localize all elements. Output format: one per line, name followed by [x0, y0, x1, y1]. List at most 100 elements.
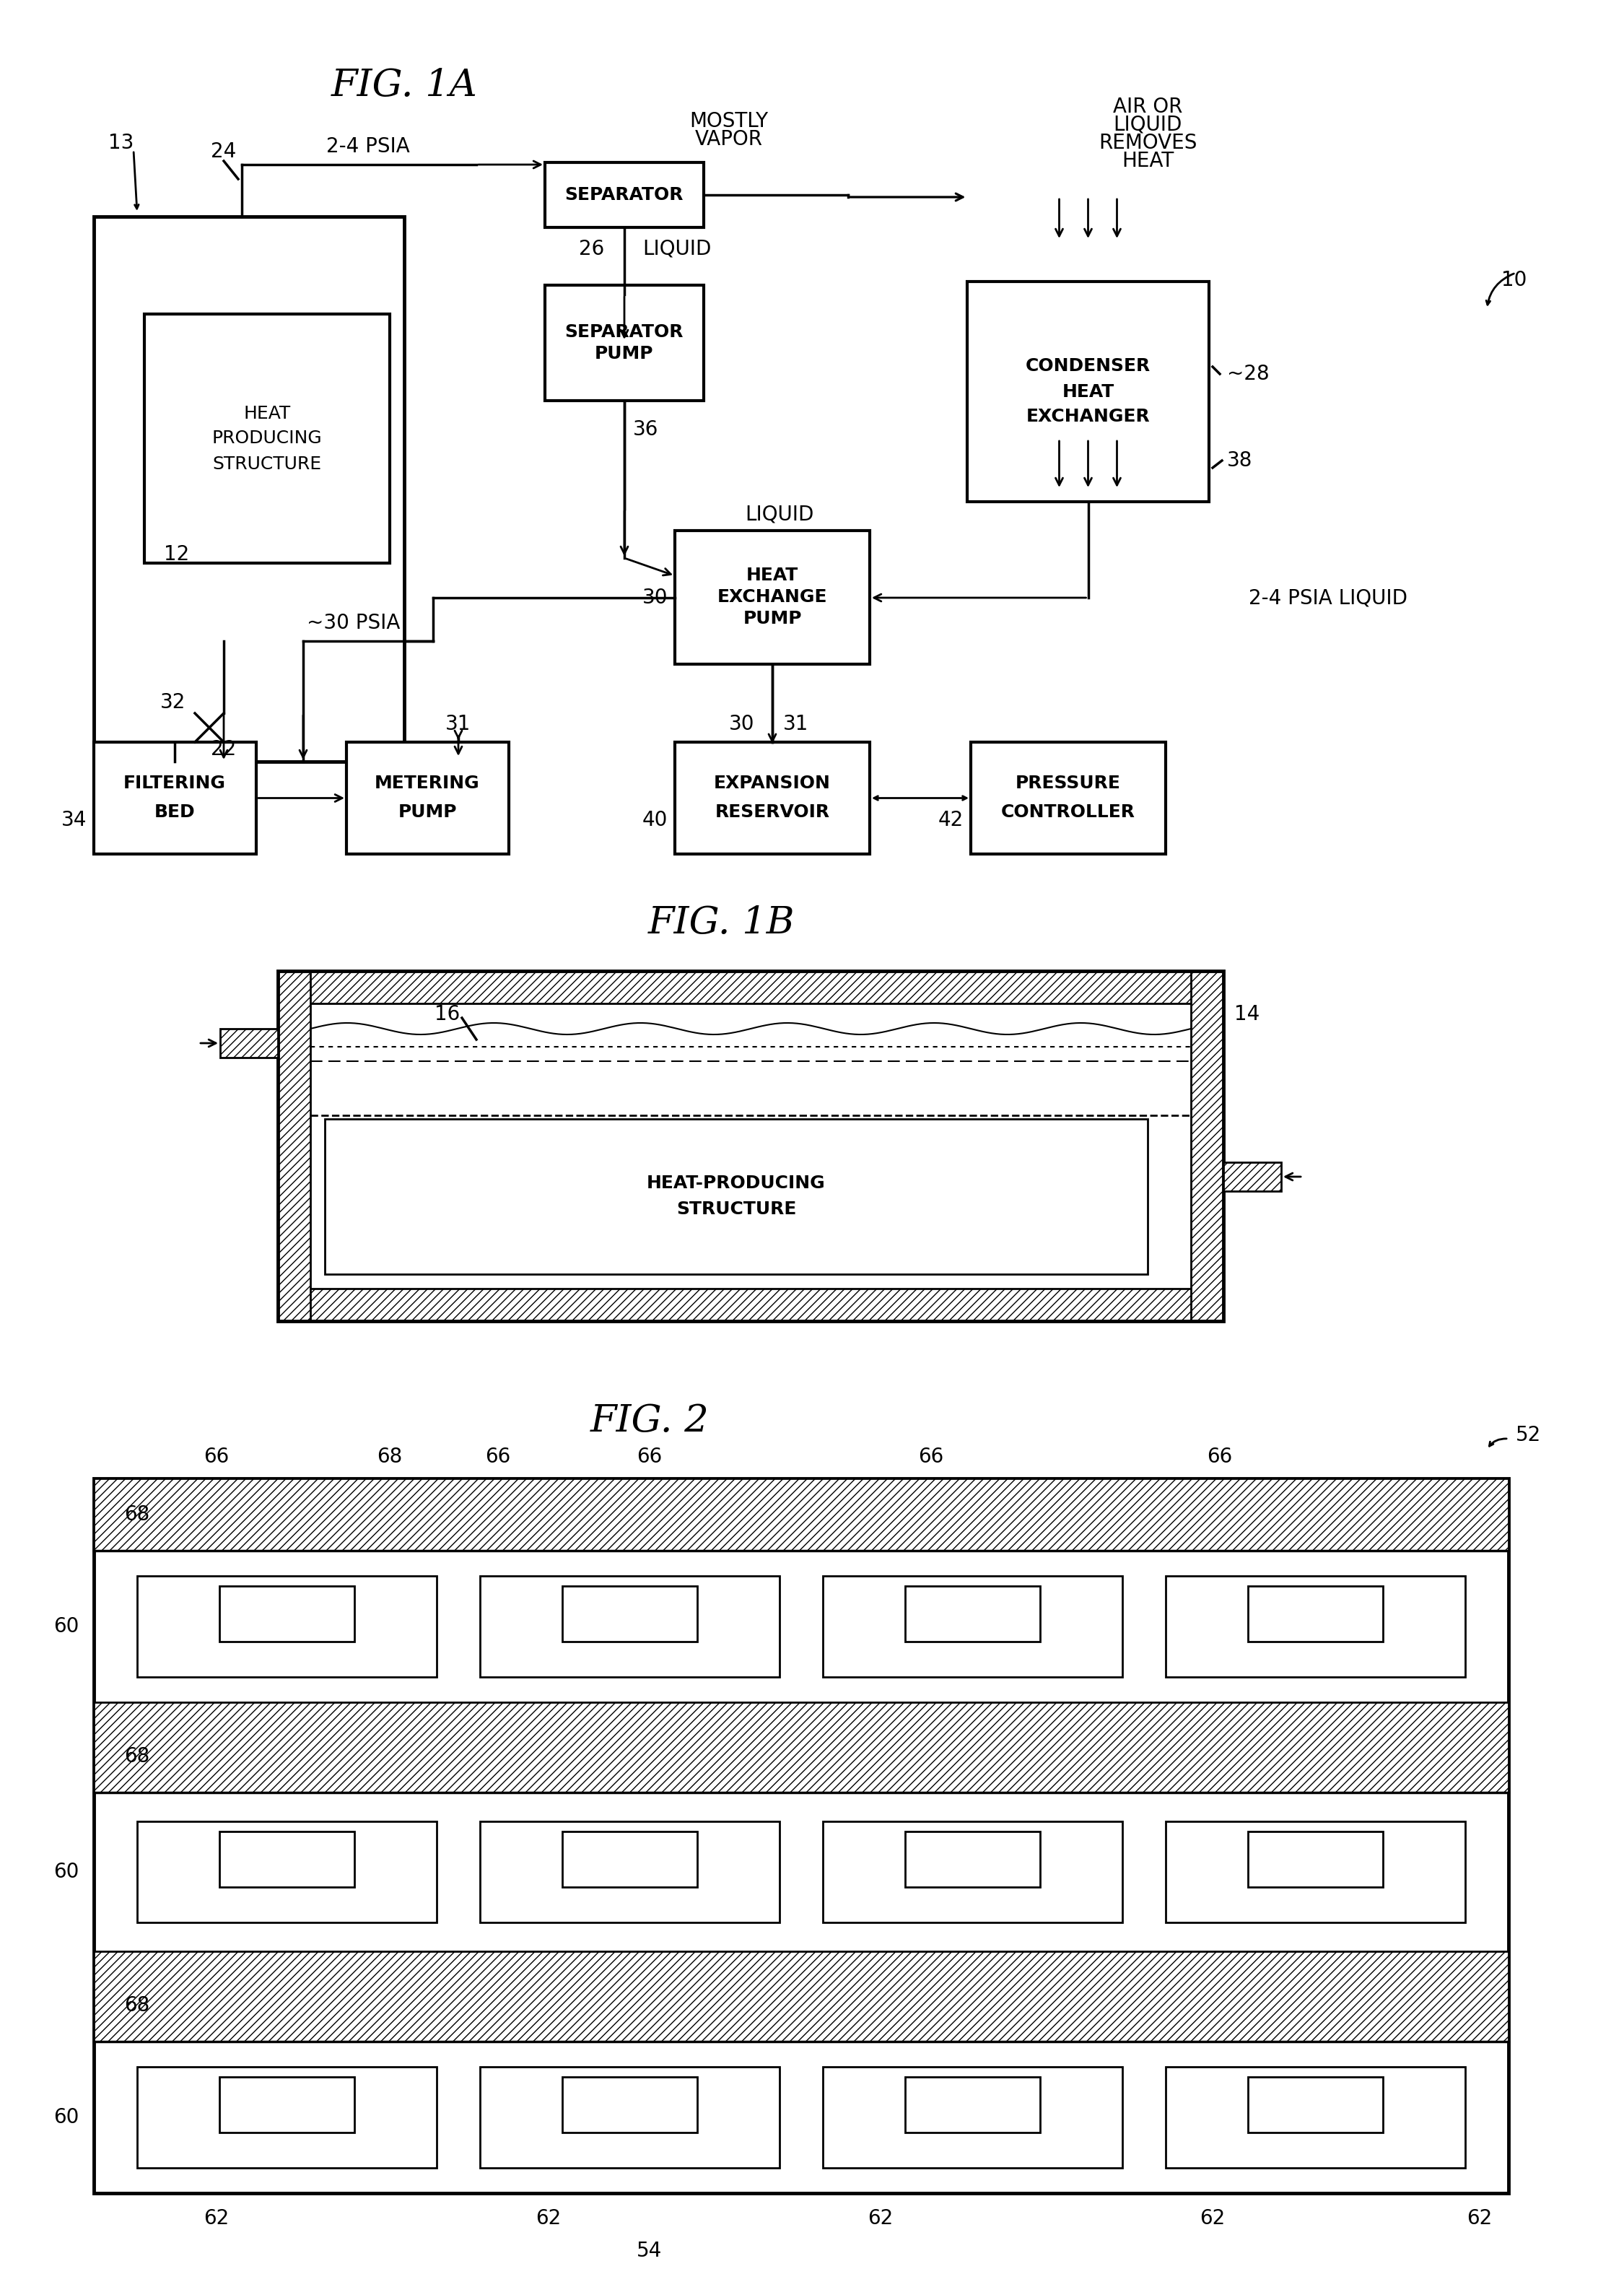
Bar: [145, 313, 390, 563]
Text: SEPARATOR: SEPARATOR: [565, 322, 684, 341]
Text: VAPOR: VAPOR: [695, 130, 763, 149]
Text: LIQUID: LIQUID: [643, 238, 711, 258]
Text: 64: 64: [1302, 1603, 1328, 1624]
Text: FILTERING: FILTERING: [123, 775, 226, 791]
Bar: [136, 1576, 437, 1676]
Bar: [546, 286, 703, 400]
Bar: [905, 2077, 1039, 2131]
Bar: [94, 1477, 1509, 2193]
Bar: [562, 2077, 697, 2131]
Text: 12: 12: [781, 1253, 807, 1274]
Text: 12: 12: [164, 544, 190, 565]
Text: 26: 26: [580, 238, 604, 258]
Bar: [94, 1702, 1509, 1793]
Bar: [971, 741, 1166, 853]
Text: BED: BED: [154, 803, 195, 821]
Bar: [94, 1477, 1509, 1551]
Bar: [94, 217, 404, 762]
Text: 62: 62: [867, 2209, 893, 2228]
Bar: [346, 741, 508, 853]
Text: 10: 10: [1501, 270, 1527, 290]
Text: STRUCTURE: STRUCTURE: [213, 455, 322, 473]
Text: 68: 68: [125, 1747, 149, 1766]
Bar: [1249, 2077, 1384, 2131]
Bar: [546, 162, 703, 226]
Text: EXCHANGE: EXCHANGE: [718, 588, 827, 606]
Text: 30: 30: [641, 588, 667, 608]
Text: 60: 60: [54, 1617, 80, 1637]
Bar: [278, 1288, 1223, 1322]
Bar: [278, 972, 1223, 1004]
Bar: [219, 1832, 354, 1887]
Text: SEPARATOR: SEPARATOR: [565, 185, 684, 204]
Bar: [905, 1832, 1039, 1887]
Bar: [1190, 972, 1223, 1322]
Bar: [94, 741, 257, 853]
Text: METERING: METERING: [375, 775, 481, 791]
Text: 66: 66: [486, 1448, 510, 1466]
Bar: [94, 1951, 1509, 2042]
Text: REMOVES: REMOVES: [1098, 133, 1197, 153]
Bar: [562, 1585, 697, 1642]
Text: HEAT: HEAT: [244, 405, 291, 423]
Bar: [221, 1029, 278, 1057]
Text: 64: 64: [617, 2095, 643, 2115]
Text: CONDENSER: CONDENSER: [1026, 357, 1150, 375]
Bar: [1249, 1832, 1384, 1887]
Bar: [136, 1820, 437, 1923]
Text: 66: 66: [1207, 1448, 1233, 1466]
Text: 31: 31: [445, 714, 471, 734]
Text: 31: 31: [783, 714, 809, 734]
Text: 2-4 PSIA LIQUID: 2-4 PSIA LIQUID: [1249, 588, 1408, 608]
Text: 22: 22: [211, 739, 237, 759]
Text: FIG. 2: FIG. 2: [590, 1402, 710, 1439]
Text: 62: 62: [1466, 2209, 1492, 2228]
Text: 36: 36: [633, 419, 659, 439]
Text: FIG. 1B: FIG. 1B: [648, 903, 796, 940]
Text: 62: 62: [536, 2209, 562, 2228]
Text: STRUCTURE: STRUCTURE: [676, 1201, 796, 1219]
Text: 24: 24: [211, 142, 237, 162]
Text: 68: 68: [377, 1448, 403, 1466]
Text: 52: 52: [1515, 1425, 1541, 1445]
Bar: [136, 2067, 437, 2168]
Text: 62: 62: [1200, 2209, 1226, 2228]
Bar: [1166, 1820, 1465, 1923]
Bar: [1166, 1576, 1465, 1676]
Bar: [481, 2067, 780, 2168]
Bar: [823, 1576, 1122, 1676]
Text: 68: 68: [125, 1994, 149, 2015]
Text: HEAT-PRODUCING: HEAT-PRODUCING: [646, 1176, 825, 1192]
Text: 64: 64: [1302, 2095, 1328, 2115]
Bar: [562, 1832, 697, 1887]
Text: 66: 66: [205, 1448, 229, 1466]
Bar: [481, 1576, 780, 1676]
Text: EXPANSION: EXPANSION: [715, 775, 831, 791]
Text: HEAT: HEAT: [747, 567, 799, 585]
Text: ~30 PSIA: ~30 PSIA: [307, 613, 401, 633]
Text: 13: 13: [109, 133, 135, 153]
Text: 60: 60: [54, 2106, 80, 2127]
Text: 42: 42: [939, 810, 963, 830]
Bar: [278, 972, 1223, 1322]
Bar: [676, 741, 870, 853]
Bar: [676, 531, 870, 663]
Text: MOSTLY: MOSTLY: [690, 112, 768, 130]
Text: 38: 38: [1228, 451, 1252, 471]
Text: 16: 16: [435, 1004, 460, 1025]
Bar: [325, 1118, 1148, 1274]
Text: PUMP: PUMP: [398, 803, 456, 821]
Bar: [278, 972, 310, 1322]
Bar: [219, 2077, 354, 2131]
Text: FIG. 1A: FIG. 1A: [331, 66, 477, 103]
Text: EXCHANGER: EXCHANGER: [1026, 409, 1150, 425]
Text: 14: 14: [1234, 1004, 1260, 1025]
Text: 64: 64: [1302, 1850, 1328, 1871]
Text: 66: 66: [637, 1448, 663, 1466]
Text: 32: 32: [161, 693, 187, 714]
Text: PUMP: PUMP: [742, 611, 802, 627]
Text: LIQUID: LIQUID: [1112, 114, 1182, 135]
Text: 22: 22: [1234, 1166, 1260, 1187]
Text: 60: 60: [54, 1862, 80, 1882]
Text: 30: 30: [729, 714, 754, 734]
